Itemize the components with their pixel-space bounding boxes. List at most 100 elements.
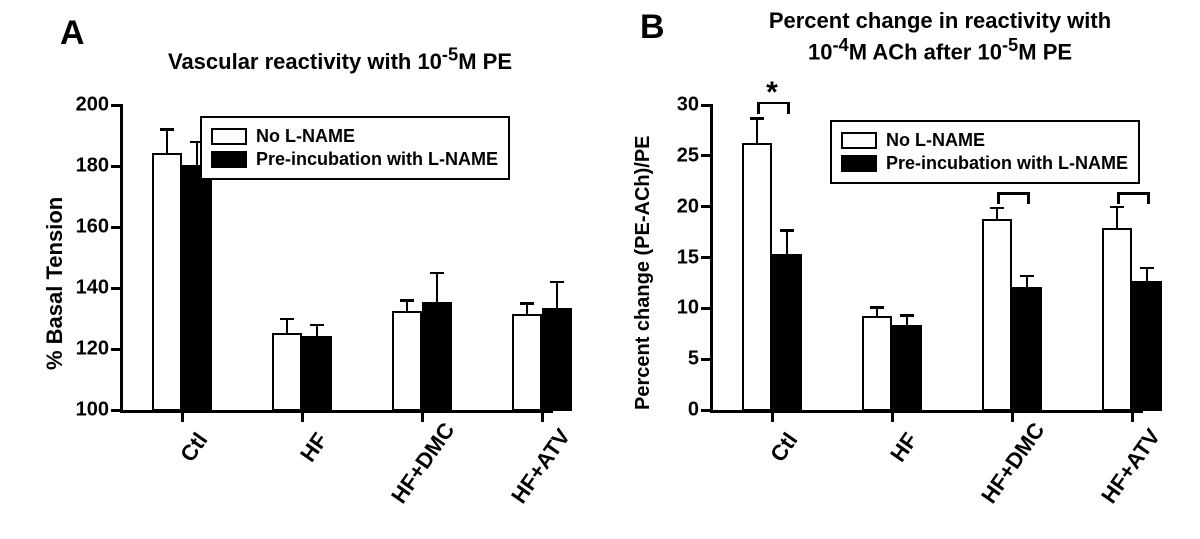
x-tick — [1131, 410, 1134, 422]
bar — [1133, 282, 1161, 410]
bar — [983, 220, 1011, 410]
y-tick-label: 180 — [76, 155, 109, 178]
y-tick-label: 140 — [76, 277, 109, 300]
x-tick-label: Ctl — [146, 428, 213, 508]
error-bar — [906, 315, 909, 325]
x-tick — [771, 410, 774, 422]
error-bar — [286, 319, 289, 334]
bar — [543, 309, 571, 410]
bar — [773, 255, 801, 410]
y-tick-label: 160 — [76, 216, 109, 239]
bar — [893, 326, 921, 410]
panel-b: B Percent change in reactivity with 10-4… — [600, 0, 1200, 539]
panel-b-title-line1: Percent change in reactivity with — [700, 8, 1180, 34]
swatch-white — [212, 129, 246, 144]
swatch-black — [842, 156, 876, 171]
y-tick — [111, 104, 123, 107]
significance-star: * — [766, 76, 778, 110]
bar — [393, 312, 421, 410]
panel-a-title-text: Vascular reactivity with 10-5M PE — [168, 49, 512, 74]
legend-label-no-lname: No L-NAME — [256, 126, 355, 147]
x-tick-label: HF — [856, 428, 923, 508]
y-tick — [701, 205, 713, 208]
x-tick — [181, 410, 184, 422]
swatch-black — [212, 152, 246, 167]
x-tick-label: HF+DMC — [386, 428, 453, 508]
legend-row-no-lname: No L-NAME — [212, 126, 498, 147]
bar — [743, 144, 771, 410]
panel-b-legend: No L-NAME Pre-incubation with L-NAME — [830, 120, 1140, 184]
y-tick — [701, 154, 713, 157]
x-tick-label: HF+ATV — [1096, 428, 1163, 508]
error-bar — [196, 142, 199, 166]
bar — [273, 334, 301, 410]
figure: A Vascular reactivity with 10-5M PE 1001… — [0, 0, 1200, 539]
y-tick-label: 5 — [688, 348, 699, 371]
panel-a-letter: A — [60, 14, 85, 53]
legend-row-lname: Pre-incubation with L-NAME — [842, 153, 1128, 174]
y-tick-label: 120 — [76, 338, 109, 361]
x-tick-label: HF+DMC — [976, 428, 1043, 508]
x-tick-label: Ctl — [736, 428, 803, 508]
y-tick — [701, 104, 713, 107]
x-tick — [891, 410, 894, 422]
legend-label-lname: Pre-incubation with L-NAME — [886, 153, 1128, 174]
y-tick-label: 10 — [677, 297, 699, 320]
error-bar — [436, 273, 439, 304]
error-bar — [1026, 276, 1029, 288]
y-tick — [111, 348, 123, 351]
y-tick — [701, 409, 713, 412]
x-tick-label: HF+ATV — [506, 428, 573, 508]
bar — [863, 317, 891, 410]
y-tick-label: 200 — [76, 94, 109, 117]
y-tick — [111, 287, 123, 290]
x-tick — [1011, 410, 1014, 422]
legend-label-no-lname: No L-NAME — [886, 130, 985, 151]
error-bar — [556, 282, 559, 309]
legend-row-lname: Pre-incubation with L-NAME — [212, 149, 498, 170]
panel-a: A Vascular reactivity with 10-5M PE 100 1… — [0, 0, 600, 539]
bar — [183, 166, 211, 410]
y-tick — [111, 409, 123, 412]
bar — [153, 154, 181, 410]
error-bar — [526, 303, 529, 315]
y-tick-label: 20 — [677, 195, 699, 218]
bar — [513, 315, 541, 410]
bar — [1103, 229, 1131, 410]
error-bar — [1146, 268, 1149, 282]
error-bar — [1116, 207, 1119, 229]
y-tick-label: 0 — [688, 399, 699, 422]
x-tick — [541, 410, 544, 422]
error-bar — [786, 230, 789, 255]
error-bar — [756, 118, 759, 143]
y-tick-label: 15 — [677, 246, 699, 269]
y-tick — [701, 307, 713, 310]
bar — [1013, 288, 1041, 410]
y-tick-label: 30 — [677, 94, 699, 117]
error-bar — [316, 325, 319, 337]
legend-label-lname: Pre-incubation with L-NAME — [256, 149, 498, 170]
panel-b-letter: B — [640, 8, 665, 47]
panel-a-legend: No L-NAME Pre-incubation with L-NAME — [200, 116, 510, 180]
legend-row-no-lname: No L-NAME — [842, 130, 1128, 151]
error-bar — [876, 307, 879, 317]
y-tick-label: 100 — [76, 399, 109, 422]
y-tick — [701, 256, 713, 259]
panel-a-title: Vascular reactivity with 10-5M PE — [110, 44, 570, 76]
x-tick — [301, 410, 304, 422]
y-tick-label: 25 — [677, 144, 699, 167]
error-bar — [166, 129, 169, 153]
x-tick-label: HF — [266, 428, 333, 508]
error-bar — [406, 300, 409, 312]
error-bar — [996, 208, 999, 220]
panel-a-y-label: % Basal Tension — [42, 197, 68, 370]
bar — [423, 303, 451, 410]
bar — [303, 337, 331, 410]
x-tick — [421, 410, 424, 422]
y-tick — [111, 165, 123, 168]
panel-b-title: Percent change in reactivity with 10-4M … — [700, 8, 1180, 66]
y-tick — [111, 226, 123, 229]
y-tick — [701, 358, 713, 361]
panel-b-title-line2: 10-4M ACh after 10-5M PE — [700, 34, 1180, 66]
panel-b-y-label: Percent change (PE-ACh)/PE — [632, 135, 655, 410]
